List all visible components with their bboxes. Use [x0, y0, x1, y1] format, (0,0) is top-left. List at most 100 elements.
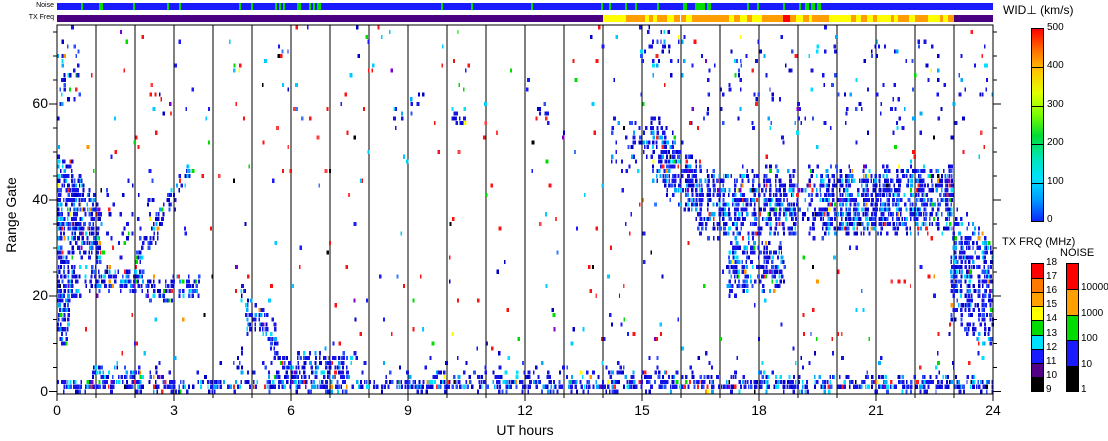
txfreq-segment: [701, 15, 708, 22]
txfreq-segment: [740, 15, 747, 22]
txfreq-segment: [727, 15, 730, 22]
y-tick-label: 0: [40, 382, 48, 399]
wid-colorbar-tick: [1032, 144, 1043, 145]
noise-mark: [133, 3, 135, 10]
noise-colorbar-title: NOISE: [1060, 247, 1095, 259]
txfrq-colorbar-value: 17: [1046, 271, 1058, 283]
txfreq-segment: [626, 15, 632, 22]
txfreq-segment: [877, 15, 884, 22]
txfrq-colorbar-value: 11: [1046, 355, 1057, 367]
txfreq-segment: [922, 15, 929, 22]
txfrq-colorbar-value: 18: [1046, 257, 1058, 268]
noise-mark: [317, 3, 319, 10]
txfreq-segment: [933, 15, 936, 22]
txfrq-colorbar-value: 9: [1046, 384, 1052, 395]
noise-colorbar-value: 1: [1081, 384, 1087, 395]
txfreq-segment: [906, 15, 909, 22]
txfreq-segment: [713, 15, 718, 22]
txfreq-segment: [607, 15, 614, 22]
x-tick-label: 6: [287, 402, 295, 418]
noise-mark: [799, 3, 801, 10]
txfreq-segment: [915, 15, 923, 22]
txfrq-colorbar-segment: [1032, 320, 1043, 335]
txfreq-segment: [856, 15, 862, 22]
txfreq-segment: [947, 15, 954, 22]
txfreq-segment: [673, 15, 677, 22]
wid-colorbar-value: 200: [1047, 137, 1064, 149]
noise-mark: [167, 3, 169, 10]
txfreq-segment: [773, 15, 777, 22]
txfreq-segment: [942, 15, 948, 22]
noise-colorbar-value: 100: [1081, 333, 1098, 345]
txfreq-segment: [888, 15, 892, 22]
noise-mark: [811, 3, 815, 10]
noise-mark: [609, 3, 611, 10]
x-tick-label: 15: [634, 402, 650, 418]
txfreq-segment: [796, 15, 804, 22]
txfrq-colorbar-value: 12: [1046, 341, 1058, 353]
noise-mark: [313, 3, 315, 10]
wid-colorbar-value: 400: [1047, 60, 1064, 72]
txfreq-segment: [717, 15, 722, 22]
noise-colorbar-segment: [1067, 289, 1078, 315]
x-tick-label: 24: [985, 402, 1001, 418]
noise-mark: [707, 3, 711, 10]
noise-mark: [747, 3, 749, 10]
txfrq-colorbar-segment: [1032, 292, 1043, 307]
noise-mark: [283, 3, 285, 10]
txfrq-colorbar-value: 14: [1046, 313, 1058, 325]
txfreq-segment: [839, 15, 847, 22]
y-axis-title: Range Gate: [3, 177, 19, 253]
wid-colorbar-value: 100: [1047, 175, 1064, 187]
wid-colorbar-tick: [1032, 67, 1043, 68]
txfreq-segment: [618, 15, 624, 22]
txfreq-segment: [733, 15, 741, 22]
txfreq-segment: [803, 15, 809, 22]
noise-strip-label: Noise: [36, 2, 54, 9]
txfreq-segment: [828, 15, 832, 22]
txfreq-segment: [692, 15, 697, 22]
noise-mark: [531, 3, 533, 10]
txfreq-segment: [756, 15, 762, 22]
txfreq-segment: [897, 15, 903, 22]
txfreq-segment: [851, 15, 856, 22]
txfreq-segment: [603, 15, 608, 22]
txfreq-segment: [662, 15, 667, 22]
noise-mark: [279, 3, 281, 10]
txfreq-segment: [776, 15, 781, 22]
wid-colorbar-value: 500: [1047, 22, 1064, 33]
txfrq-colorbar-segment: [1032, 306, 1043, 321]
txfreq-segment: [836, 15, 840, 22]
txfreq-segment: [908, 15, 916, 22]
txfreq-segment: [613, 15, 616, 22]
noise-mark: [297, 3, 301, 10]
noise-mark: [275, 3, 277, 10]
txfreq-segment: [789, 15, 794, 22]
txfreq-segment: [782, 15, 790, 22]
noise-colorbar-value: 1000: [1081, 307, 1104, 319]
wid-colorbar: [1031, 28, 1044, 222]
noise-mark: [699, 3, 703, 10]
txfrq-colorbar-value: 15: [1046, 299, 1058, 311]
txfrq-colorbar-segment: [1032, 362, 1043, 377]
noise-mark: [319, 3, 321, 10]
noise-colorbar: [1066, 263, 1079, 392]
txfreq-segment: [928, 15, 934, 22]
y-tick-label: 20: [32, 286, 48, 303]
txfreq-segment: [940, 15, 943, 22]
x-tick-label: 3: [170, 402, 178, 418]
x-tick-label: 21: [868, 402, 884, 418]
noise-mark: [635, 3, 637, 10]
y-tick-label: 40: [32, 190, 48, 207]
txfreq-segment: [637, 15, 640, 22]
wid-colorbar-value: 0: [1047, 214, 1053, 225]
txfreq-segment: [822, 15, 829, 22]
x-tick-label: 9: [404, 402, 412, 418]
x-axis-title: UT hours: [496, 422, 554, 438]
txfreq-segment: [657, 15, 663, 22]
txfreq-segment: [954, 15, 993, 22]
noise-mark: [657, 3, 659, 10]
txfreq-segment: [818, 15, 823, 22]
txfrq-colorbar-segment: [1032, 334, 1043, 349]
txfreq-segment: [831, 15, 837, 22]
